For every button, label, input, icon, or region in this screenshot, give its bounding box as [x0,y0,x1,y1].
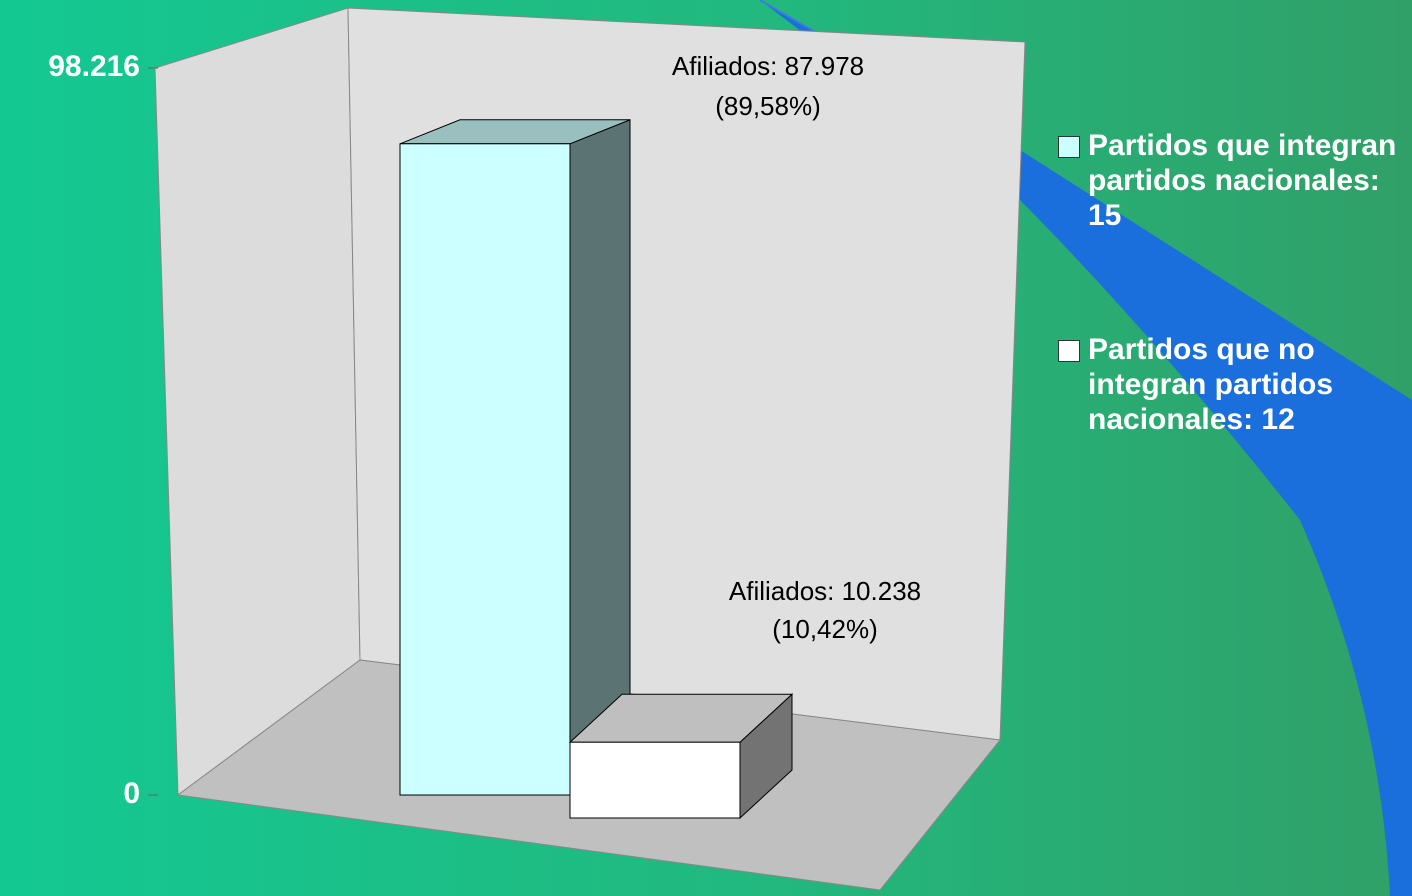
y-tick-label: 0 [123,777,140,810]
y-tick-label: 98.216 [48,50,140,83]
data-label: Afiliados: 10.238 [729,576,921,606]
data-label: Afiliados: 87.978 [672,51,864,81]
bar-side [569,119,631,796]
bar [399,143,571,796]
legend-label: Partidos que no integran partidos nacion… [1088,333,1334,436]
data-label: (10,42%) [772,614,878,644]
bar [569,741,741,819]
legend-swatch [1058,136,1080,158]
side-wall [154,7,361,796]
decor-swoosh [760,0,1412,896]
legend-label: Partidos que integran partidos nacionale… [1088,129,1397,232]
legend-swatch [1058,340,1080,362]
data-label: (89,58%) [715,91,821,121]
